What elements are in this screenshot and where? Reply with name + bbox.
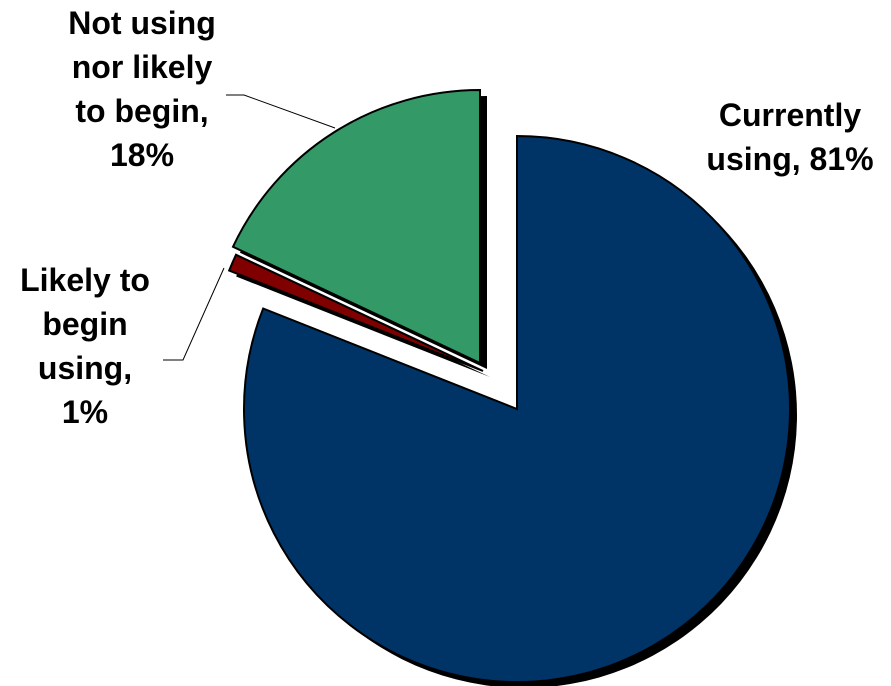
- slice-label-line: 1%: [62, 394, 108, 430]
- slices: [227, 88, 791, 683]
- pie-slice-0: [243, 134, 791, 683]
- pie-slice-2: [231, 88, 481, 365]
- slice-label-line: Likely to: [20, 262, 150, 298]
- slice-label-line: to begin,: [75, 93, 208, 129]
- slice-label-line: using, 81%: [706, 141, 873, 177]
- slice-label-line: using,: [38, 350, 132, 386]
- slice-label-line: Not using: [68, 5, 216, 41]
- slice-label-line: begin: [42, 306, 127, 342]
- slice-label-0: Currently using, 81%: [706, 97, 873, 177]
- pie-slice-1: [227, 253, 484, 372]
- slice-label-1: Likely to begin using, 1%: [20, 262, 150, 430]
- slice-labels: Currently using, 81% Likely to begin using, 1…: [20, 5, 873, 430]
- slice-label-line: Currently: [719, 97, 861, 133]
- leader-line-2: [226, 94, 336, 129]
- leader-lines: [163, 94, 336, 361]
- slice-label-line: 18%: [110, 137, 174, 173]
- leader-line-1: [163, 267, 225, 361]
- slice-label-2: Not using nor likely to begin, 18%: [68, 5, 216, 173]
- slice-label-line: nor likely: [72, 49, 213, 85]
